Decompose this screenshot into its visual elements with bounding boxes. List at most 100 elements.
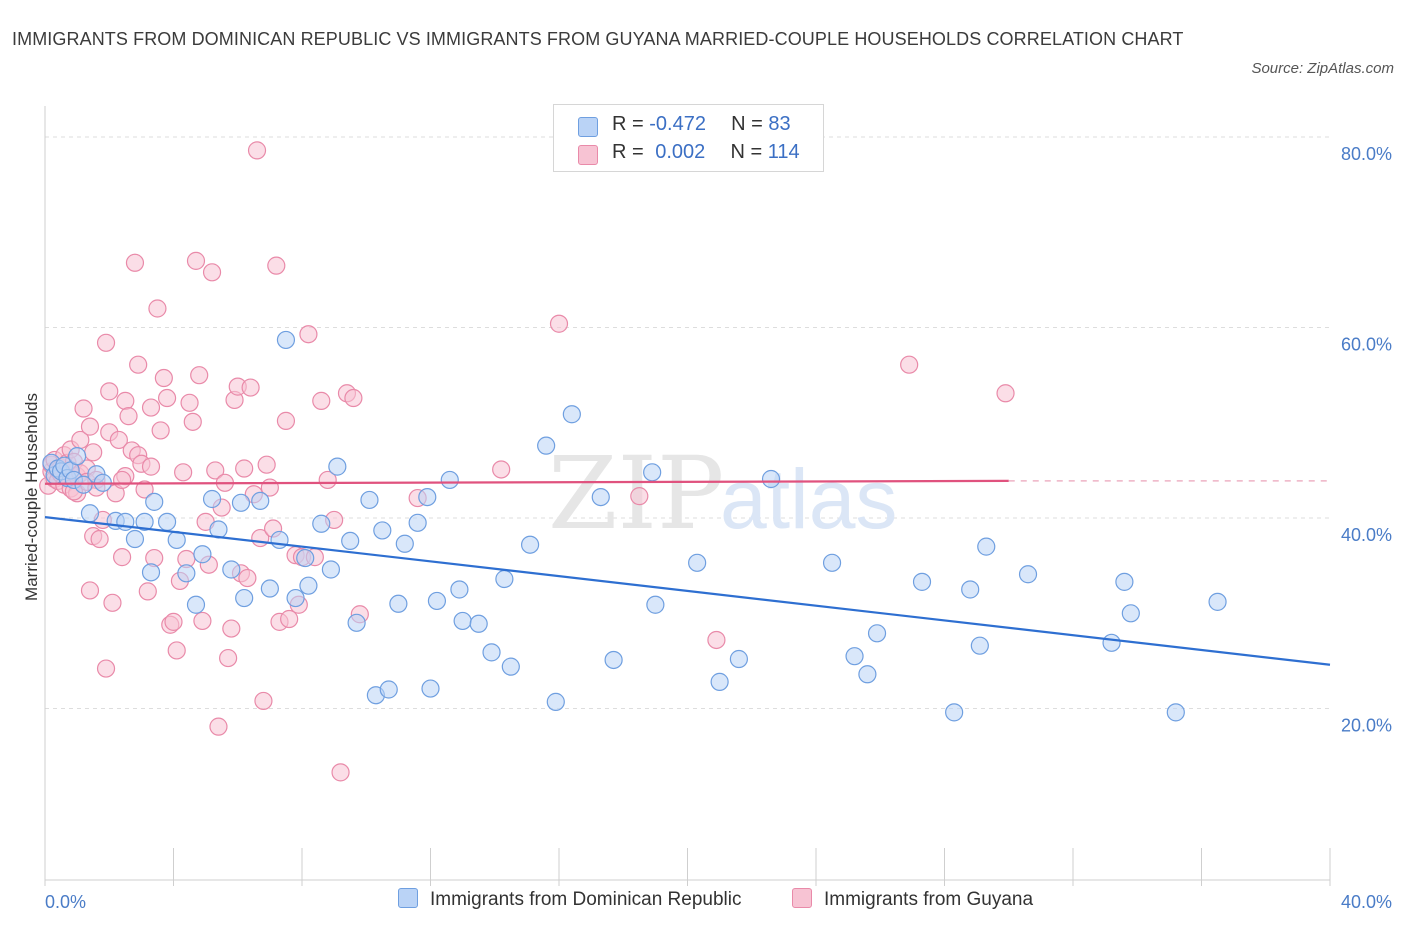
point-dominican [643,463,662,482]
point-dominican [822,553,842,572]
legend-r-value: 0.002 [655,141,706,163]
tick-labels: 80.0% 60.0% 40.0% 20.0% 0.0% 40.0% [45,144,1392,912]
point-dominican [286,588,305,608]
point-dominican [251,491,270,511]
point-guyana [141,457,161,476]
point-dominican [296,548,315,568]
bottom-legend-label-dominican: Immigrants from Dominican Republic [430,889,742,910]
point-dominican [299,576,318,595]
point-guyana [112,548,132,567]
point-dominican [418,487,437,507]
point-dominican [145,492,164,511]
point-dominican [440,470,459,490]
point-dominican [1166,703,1185,722]
point-guyana [241,378,260,397]
point-dominican [186,595,206,614]
point-dominican [341,531,360,551]
point-guyana [148,299,167,318]
point-guyana [164,612,183,631]
point-guyana [90,529,109,549]
bottom-legend-label-guyana: Immigrants from Guyana [824,889,1034,910]
point-guyana [154,368,173,388]
point-dominican [482,643,501,662]
point-guyana [80,581,100,600]
point-dominican [970,636,989,655]
point-guyana [190,366,209,385]
point-guyana [267,256,286,275]
point-dominican [135,512,154,531]
point-dominican [125,529,145,549]
bottom-legend-swatch-blue [398,888,418,908]
point-guyana [257,455,276,474]
point-guyana [318,470,337,490]
chart-title: IMMIGRANTS FROM DOMINICAN REPUBLIC VS IM… [12,29,1184,49]
point-dominican [945,703,964,722]
point-guyana [103,593,122,612]
point-dominican [562,405,581,424]
point-guyana [180,393,199,412]
point-guyana [129,355,148,374]
point-guyana [135,480,154,499]
point-guyana [996,384,1015,403]
legend-swatch-blue [578,117,598,137]
point-guyana [84,443,103,462]
point-guyana [331,763,350,782]
y-axis-label: Married-couple Households [22,393,41,601]
point-dominican [858,665,877,684]
point-dominican [450,580,469,599]
point-guyana [492,460,511,479]
y-tick-label: 40.0% [1341,525,1392,545]
point-dominican [260,579,279,598]
point-dominican [395,534,414,553]
point-dominican [495,569,514,589]
legend-r-value: -0.472 [649,113,706,135]
point-dominican [761,469,781,489]
point-guyana [96,333,116,352]
point-guyana [549,314,569,333]
point-guyana [222,619,241,638]
point-dominican [1208,592,1227,611]
point-dominican [845,647,864,666]
point-dominican [1121,604,1140,623]
point-guyana [186,251,206,270]
point-guyana [116,391,135,410]
point-guyana [254,691,273,711]
bottom-legend-dominican: Immigrants from Dominican Republic [398,888,742,911]
point-guyana [119,407,138,426]
point-guyana [299,325,318,344]
y-tick-label: 60.0% [1341,335,1392,355]
point-dominican [1102,633,1121,652]
point-dominican [193,545,212,564]
point-dominican [427,591,447,611]
point-guyana [202,263,222,282]
point-dominican [710,672,729,691]
point-guyana [174,463,193,482]
point-guyana [344,388,363,408]
point-guyana [900,355,919,374]
point-dominican [347,613,366,632]
point-guyana [100,382,119,401]
point-dominican [688,553,707,572]
legend-n-label: N = [730,141,768,163]
watermark-atlas: atlas [720,452,897,546]
point-dominican [501,657,520,676]
point-dominican [328,457,347,476]
point-dominican [270,530,289,550]
x-tick-label: 0.0% [45,892,86,912]
point-dominican [373,521,392,540]
legend-n-value: 83 [768,113,791,135]
point-dominican [360,490,379,510]
point-guyana [209,717,228,736]
point-guyana [276,411,296,430]
point-guyana [183,412,202,431]
y-tick-label: 80.0% [1341,144,1392,164]
point-dominican [537,436,556,455]
legend-swatch-pink [578,145,598,165]
point-guyana [141,398,161,417]
point-dominican [1018,565,1038,584]
point-dominican [379,680,398,699]
point-dominican [520,535,540,554]
point-dominican [912,572,932,591]
point-dominican [222,560,241,579]
point-dominican [68,447,87,466]
